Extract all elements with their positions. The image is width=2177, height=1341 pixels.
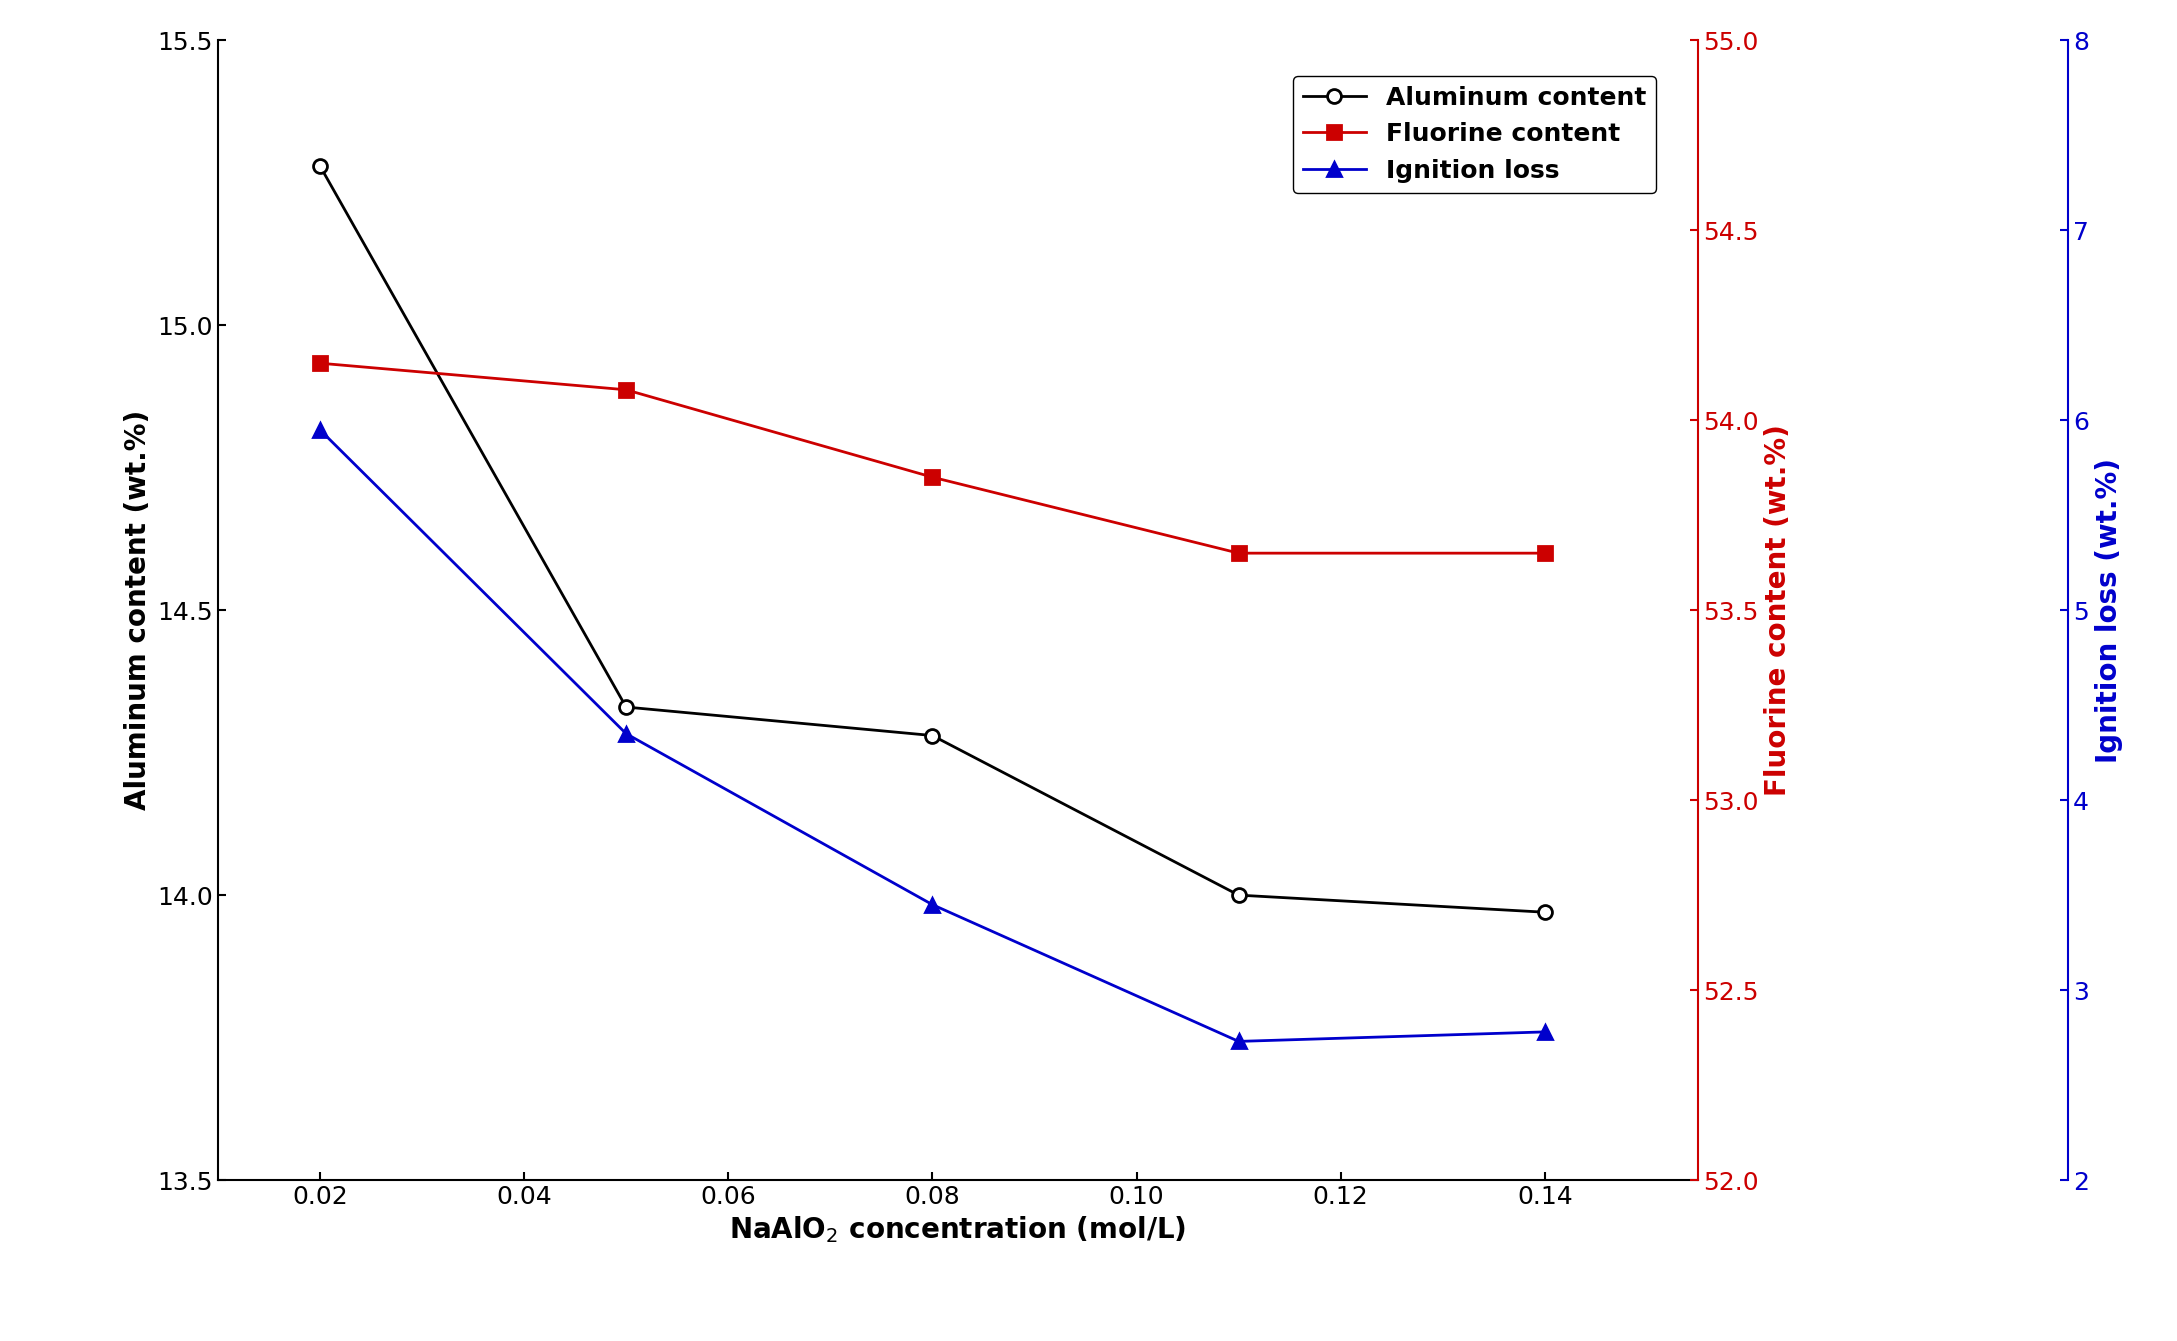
Line: Ignition loss: Ignition loss <box>313 422 1552 1049</box>
Fluorine content <box>614 382 640 398</box>
Aluminum content <box>919 728 945 744</box>
Ignition loss <box>1533 1025 1559 1041</box>
Line: Fluorine content: Fluorine content <box>313 357 1552 561</box>
Aluminum content <box>1533 904 1559 920</box>
Fluorine content <box>307 355 333 371</box>
Y-axis label: Ignition loss (wt.%): Ignition loss (wt.%) <box>2094 457 2123 763</box>
Ignition loss <box>307 421 333 437</box>
X-axis label: NaAlO$_2$ concentration (mol/L): NaAlO$_2$ concentration (mol/L) <box>729 1215 1186 1246</box>
Y-axis label: Aluminum content (wt.%): Aluminum content (wt.%) <box>124 410 152 810</box>
Legend: Aluminum content, Fluorine content, Ignition loss: Aluminum content, Fluorine content, Igni… <box>1293 75 1657 193</box>
Ignition loss <box>1226 1034 1252 1050</box>
Fluorine content <box>919 469 945 485</box>
Line: Aluminum content: Aluminum content <box>313 158 1552 919</box>
Fluorine content <box>1226 546 1252 562</box>
Aluminum content <box>614 699 640 715</box>
Aluminum content <box>1226 888 1252 904</box>
Aluminum content <box>307 157 333 173</box>
Ignition loss <box>919 897 945 913</box>
Ignition loss <box>614 725 640 742</box>
Y-axis label: Fluorine content (wt.%): Fluorine content (wt.%) <box>1763 424 1792 797</box>
Fluorine content <box>1533 546 1559 562</box>
